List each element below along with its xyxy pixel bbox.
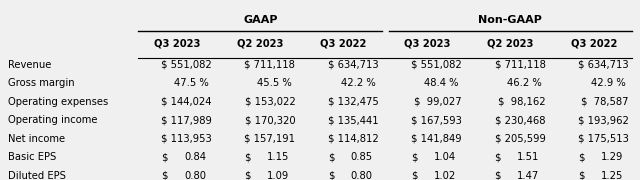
Text: $ 634,713: $ 634,713 <box>328 60 379 70</box>
Text: $ 230,468: $ 230,468 <box>495 115 545 125</box>
Text: $ 141,849: $ 141,849 <box>412 134 462 144</box>
Text: 1.15: 1.15 <box>267 152 289 162</box>
Text: $ 132,475: $ 132,475 <box>328 97 379 107</box>
Text: $: $ <box>244 171 251 180</box>
Text: Gross margin: Gross margin <box>8 78 74 88</box>
Text: 1.04: 1.04 <box>434 152 456 162</box>
Text: $ 144,024: $ 144,024 <box>161 97 212 107</box>
Text: $ 157,191: $ 157,191 <box>244 134 295 144</box>
Text: 42.2 %: 42.2 % <box>340 78 375 88</box>
Text: Operating income: Operating income <box>8 115 97 125</box>
Text: $ 711,118: $ 711,118 <box>244 60 295 70</box>
Text: $: $ <box>161 171 168 180</box>
Text: Q2 2023: Q2 2023 <box>237 39 284 49</box>
Text: 1.47: 1.47 <box>517 171 540 180</box>
Text: $: $ <box>328 171 334 180</box>
Text: 1.09: 1.09 <box>267 171 289 180</box>
Text: $  98,162: $ 98,162 <box>498 97 545 107</box>
Text: 1.51: 1.51 <box>517 152 540 162</box>
Text: Q3 2023: Q3 2023 <box>404 39 450 49</box>
Text: GAAP: GAAP <box>243 15 278 25</box>
Text: $: $ <box>412 171 418 180</box>
Text: 0.84: 0.84 <box>184 152 206 162</box>
Text: 0.80: 0.80 <box>351 171 373 180</box>
Text: Q3 2023: Q3 2023 <box>154 39 200 49</box>
Text: Non-GAAP: Non-GAAP <box>479 15 542 25</box>
Text: $ 193,962: $ 193,962 <box>578 115 628 125</box>
Text: $  99,027: $ 99,027 <box>414 97 462 107</box>
Text: $ 551,082: $ 551,082 <box>412 60 462 70</box>
Text: $ 153,022: $ 153,022 <box>244 97 295 107</box>
Text: $: $ <box>495 152 501 162</box>
Text: $: $ <box>578 171 584 180</box>
Text: $: $ <box>328 152 334 162</box>
Text: 0.80: 0.80 <box>184 171 206 180</box>
Text: Q3 2022: Q3 2022 <box>321 39 367 49</box>
Text: $ 113,953: $ 113,953 <box>161 134 212 144</box>
Text: Operating expenses: Operating expenses <box>8 97 108 107</box>
Text: Diluted EPS: Diluted EPS <box>8 171 66 180</box>
Text: $ 175,513: $ 175,513 <box>578 134 628 144</box>
Text: $ 117,989: $ 117,989 <box>161 115 212 125</box>
Text: $: $ <box>495 171 501 180</box>
Text: $ 170,320: $ 170,320 <box>244 115 295 125</box>
Text: Revenue: Revenue <box>8 60 51 70</box>
Text: $ 634,713: $ 634,713 <box>578 60 628 70</box>
Text: $: $ <box>578 152 584 162</box>
Text: 45.5 %: 45.5 % <box>257 78 292 88</box>
Text: 1.02: 1.02 <box>434 171 456 180</box>
Text: 48.4 %: 48.4 % <box>424 78 459 88</box>
Text: $ 167,593: $ 167,593 <box>411 115 462 125</box>
Text: Basic EPS: Basic EPS <box>8 152 56 162</box>
Text: $ 711,118: $ 711,118 <box>495 60 545 70</box>
Text: 1.25: 1.25 <box>600 171 623 180</box>
Text: $: $ <box>161 152 168 162</box>
Text: $  78,587: $ 78,587 <box>581 97 628 107</box>
Text: 46.2 %: 46.2 % <box>508 78 542 88</box>
Text: Q3 2022: Q3 2022 <box>570 39 617 49</box>
Text: 42.9 %: 42.9 % <box>591 78 625 88</box>
Text: Net income: Net income <box>8 134 65 144</box>
Text: $ 551,082: $ 551,082 <box>161 60 212 70</box>
Text: $ 135,441: $ 135,441 <box>328 115 379 125</box>
Text: 1.29: 1.29 <box>600 152 623 162</box>
Text: Q2 2023: Q2 2023 <box>487 39 534 49</box>
Text: $: $ <box>244 152 251 162</box>
Text: $ 114,812: $ 114,812 <box>328 134 379 144</box>
Text: 47.5 %: 47.5 % <box>174 78 209 88</box>
Text: $: $ <box>412 152 418 162</box>
Text: $ 205,599: $ 205,599 <box>495 134 545 144</box>
Text: 0.85: 0.85 <box>351 152 373 162</box>
